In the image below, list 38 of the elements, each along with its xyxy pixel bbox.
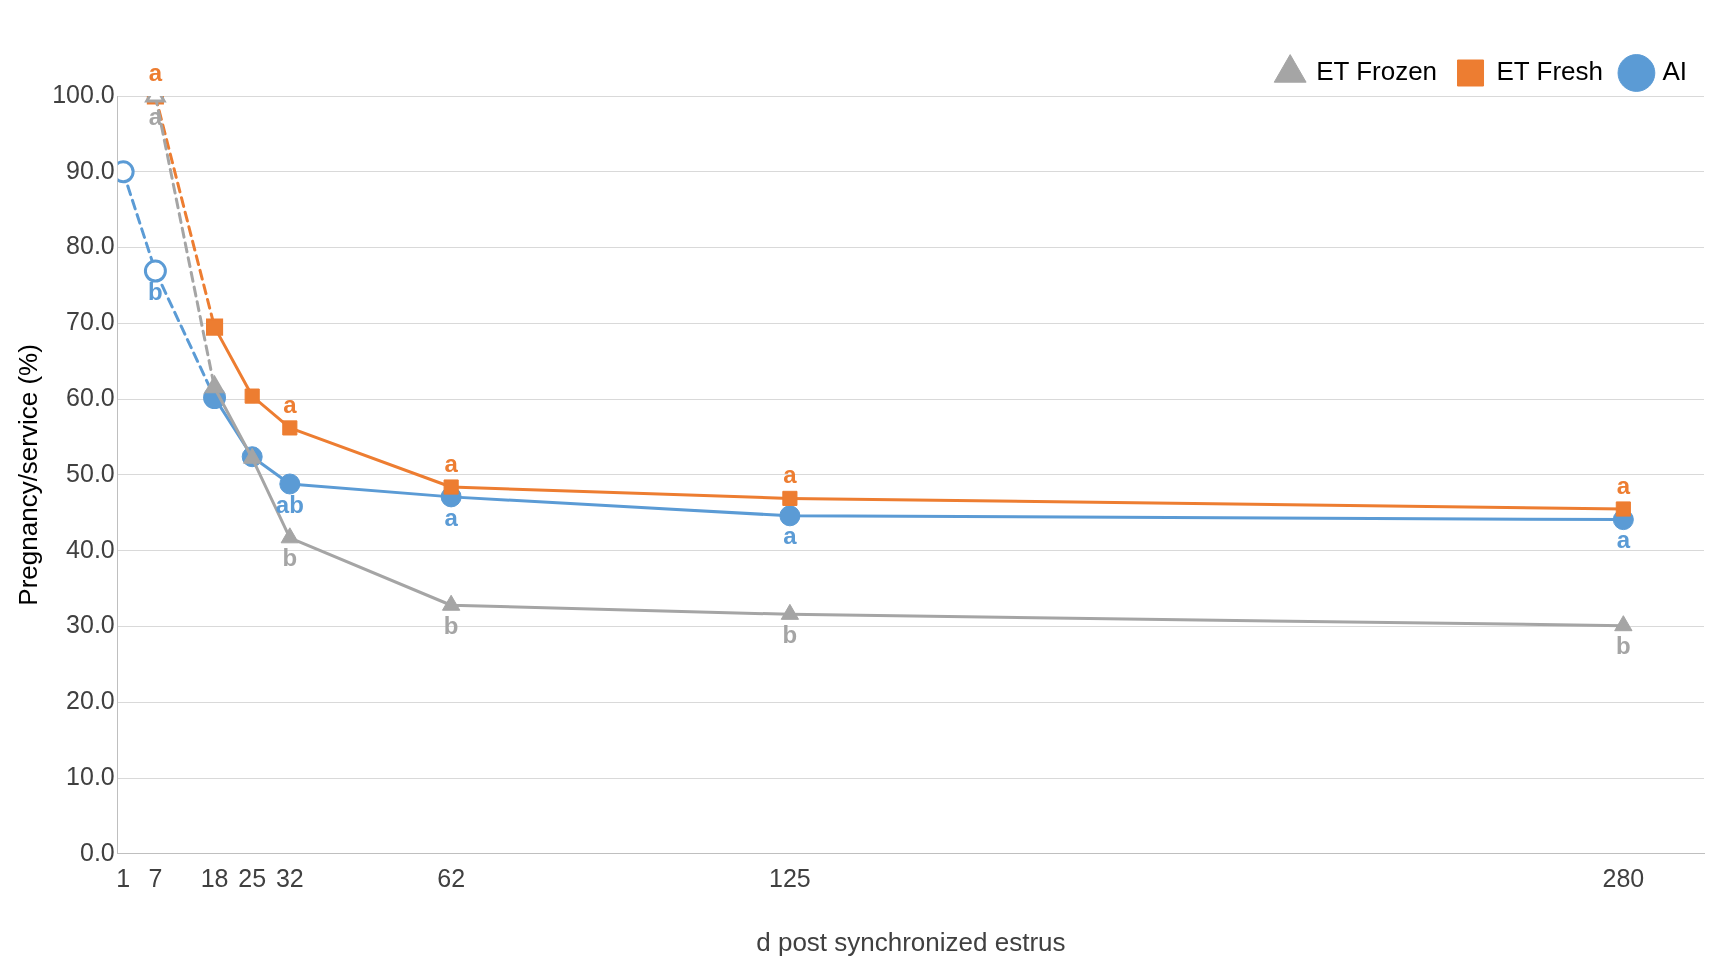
x-tick-label: 125 bbox=[769, 863, 811, 892]
data-label: b bbox=[282, 544, 298, 572]
data-label: a bbox=[444, 503, 459, 531]
data-label: ab bbox=[275, 490, 304, 518]
data-label: b bbox=[782, 620, 798, 648]
data-label: a bbox=[783, 461, 798, 489]
data-label: a bbox=[783, 522, 798, 550]
y-axis-title: Pregnancy/service (%) bbox=[12, 344, 43, 606]
x-tick-label: 32 bbox=[275, 863, 304, 892]
y-tick-label: 80.0 bbox=[66, 231, 115, 260]
x-axis-title: d post synchronized estrus bbox=[756, 926, 1066, 957]
y-tick-label: 0.0 bbox=[80, 837, 115, 866]
data-label: a bbox=[444, 449, 459, 477]
legend-label: ET Fresh bbox=[1496, 56, 1603, 87]
data-label: b bbox=[1616, 632, 1631, 660]
x-tick-label: 25 bbox=[238, 863, 267, 892]
y-tick-label: 30.0 bbox=[66, 610, 115, 639]
data-label: b bbox=[148, 277, 163, 305]
x-tick-label: 1 bbox=[116, 863, 131, 892]
y-tick-label: 60.0 bbox=[66, 383, 115, 412]
legend-label: ET Frozen bbox=[1316, 56, 1438, 87]
legend-label: AI bbox=[1662, 56, 1688, 87]
y-tick-label: 90.0 bbox=[66, 155, 115, 184]
data-label: a bbox=[283, 390, 298, 418]
data-label: a bbox=[1616, 471, 1631, 499]
data-label: a bbox=[1616, 526, 1631, 554]
y-tick-label: 70.0 bbox=[66, 307, 115, 336]
y-tick-label: 10.0 bbox=[66, 761, 115, 790]
x-tick-label: 7 bbox=[148, 863, 163, 892]
data-label: a bbox=[148, 58, 163, 86]
y-tick-label: 40.0 bbox=[66, 534, 115, 563]
x-tick-label: 18 bbox=[200, 863, 229, 892]
x-tick-label: 62 bbox=[437, 863, 466, 892]
x-tick-label: 280 bbox=[1602, 863, 1645, 892]
data-label: b bbox=[443, 611, 459, 639]
y-tick-label: 50.0 bbox=[66, 458, 115, 487]
y-tick-label: 100.0 bbox=[52, 79, 115, 108]
y-tick-label: 20.0 bbox=[66, 686, 115, 715]
